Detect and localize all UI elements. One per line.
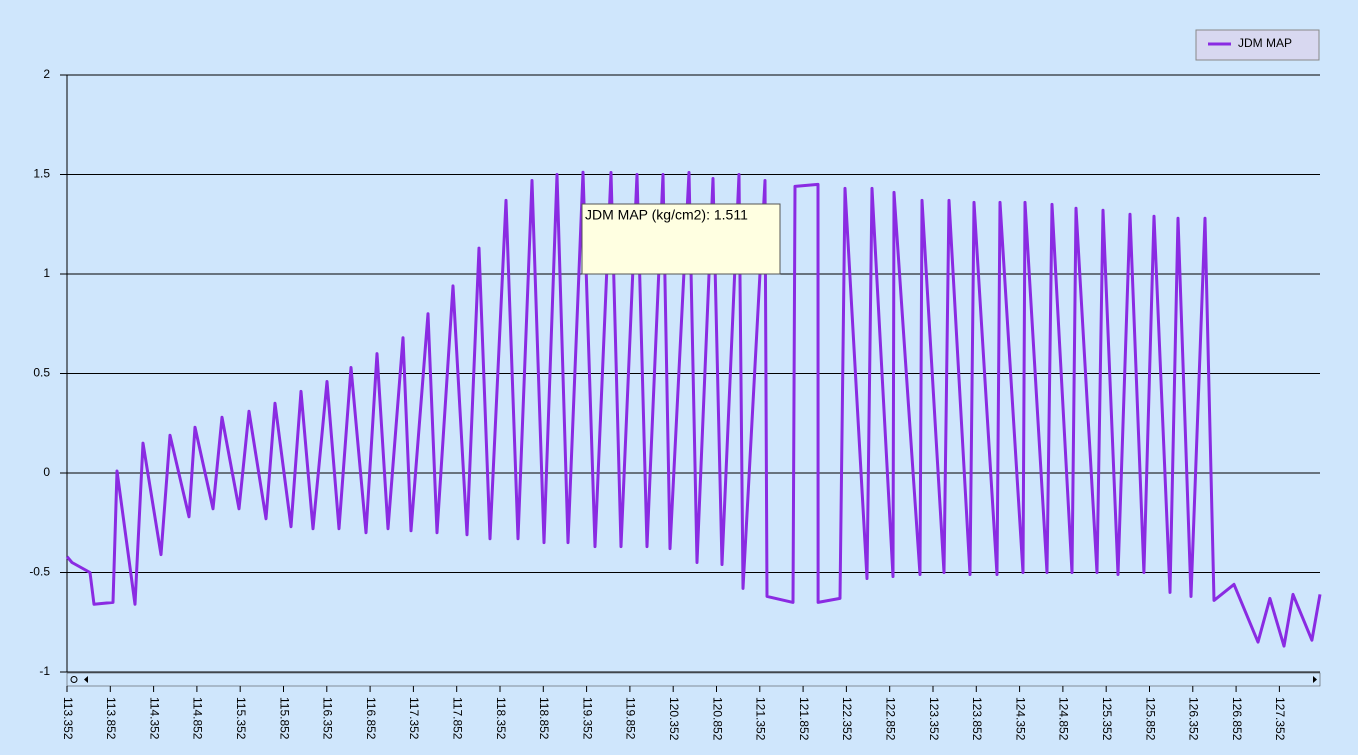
x-tick-label: 124.352 — [1013, 697, 1027, 741]
x-tick-label: 119.852 — [624, 697, 638, 740]
x-tick-label: 125.852 — [1143, 697, 1157, 741]
y-tick-label: 1.5 — [33, 167, 50, 181]
x-tick-label: 118.352 — [494, 697, 508, 740]
x-tick-label: 115.352 — [234, 697, 248, 740]
x-tick-label: 117.352 — [407, 697, 421, 740]
x-tick-label: 124.852 — [1057, 697, 1071, 741]
x-tick-label: 125.352 — [1100, 697, 1114, 741]
x-tick-label: 115.852 — [277, 697, 291, 740]
y-tick-label: -1 — [39, 664, 50, 678]
x-tick-label: 123.852 — [970, 697, 984, 741]
tooltip-text: JDM MAP (kg/cm2): 1.511 — [585, 207, 748, 223]
x-tick-label: 116.352 — [321, 697, 335, 740]
x-tick-label: 123.352 — [927, 697, 941, 741]
x-tick-label: 121.352 — [754, 697, 768, 741]
x-tick-label: 116.852 — [364, 697, 378, 740]
zoom-reset[interactable] — [70, 676, 78, 683]
x-tick-label: 120.352 — [667, 697, 681, 741]
x-tick-label: 113.852 — [104, 697, 118, 740]
x-tick-label: 122.352 — [840, 697, 854, 741]
y-tick-label: 0 — [43, 465, 50, 479]
x-tick-label: 114.352 — [147, 697, 161, 740]
y-tick-label: 0.5 — [33, 366, 50, 380]
scrollbar[interactable] — [66, 672, 1321, 687]
x-tick-label: 127.352 — [1273, 697, 1287, 741]
y-tick-label: 2 — [43, 67, 50, 81]
legend-label: JDM MAP — [1238, 36, 1292, 50]
x-tick-label: 120.852 — [710, 697, 724, 741]
y-tick-label: 1 — [43, 266, 50, 280]
x-tick-label: 121.852 — [797, 697, 811, 741]
x-tick-label: 114.852 — [191, 697, 205, 740]
x-tick-label: 118.852 — [537, 697, 551, 740]
x-tick-label: 113.352 — [61, 697, 75, 740]
x-tick-label: 126.852 — [1230, 697, 1244, 741]
x-tick-label: 126.352 — [1187, 697, 1201, 741]
x-tick-label: 119.352 — [580, 697, 594, 740]
tooltip-box — [581, 203, 781, 275]
x-tick-label: 117.852 — [451, 697, 465, 740]
data-line — [65, 170, 1322, 648]
x-tick-label: 122.852 — [884, 697, 898, 741]
y-tick-label: -0.5 — [29, 565, 50, 579]
